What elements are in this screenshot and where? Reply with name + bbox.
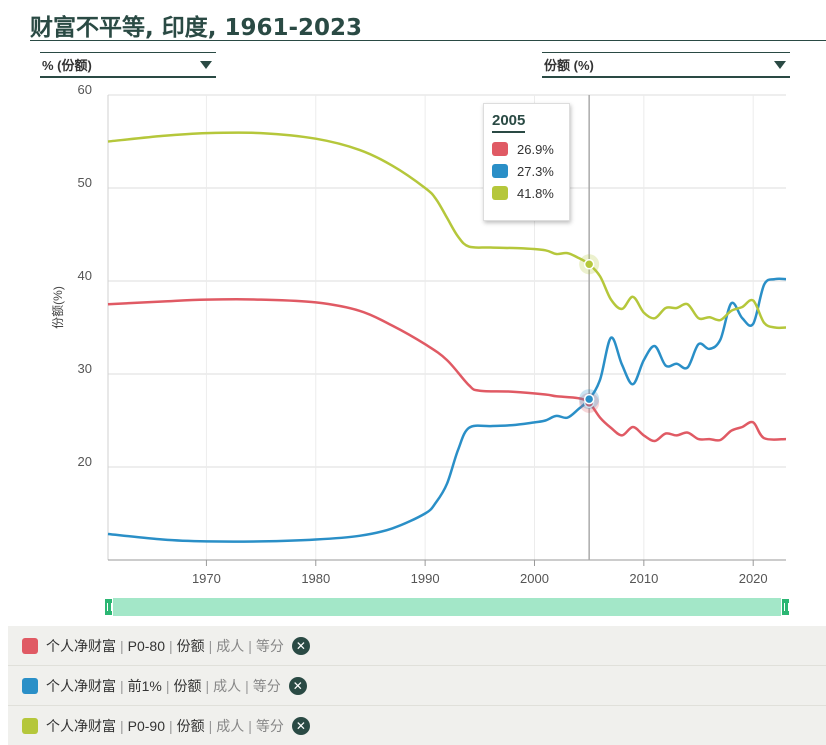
legend-sep: |: [169, 718, 173, 734]
legend-sep: |: [245, 677, 249, 694]
legend-item[interactable]: 个人净财富 | 前1% | 份额 | 成人 | 等分 ✕: [8, 666, 826, 706]
title-divider: [30, 40, 826, 41]
indicator-dropdown-label: 份额 (%): [544, 58, 594, 73]
legend-sep: |: [169, 637, 173, 654]
legend-population: 成人: [216, 718, 245, 734]
unit-dropdown-label: % (份额): [42, 58, 92, 73]
legend-split: 等分: [252, 677, 281, 694]
x-tick-label: 1970: [192, 571, 221, 586]
series-swatch: [492, 142, 508, 156]
series-line-top1: [107, 277, 787, 543]
legend-sep: |: [208, 718, 213, 734]
tooltip-year: 2005: [492, 112, 526, 133]
legend-split: 等分: [255, 718, 284, 734]
legend-item[interactable]: 个人净财富 | P0-80 | 份额 | 成人 | 等分 ✕: [8, 626, 826, 666]
hover-marker: [583, 393, 595, 405]
line-chart[interactable]: 20 30 40 50 60 1970 1980 1990 2000 2010 2020 份额(%): [0, 84, 826, 594]
y-tick-label: 60: [78, 84, 92, 97]
legend-sep: |: [248, 637, 252, 654]
x-tick-label: 2010: [629, 571, 658, 586]
unit-dropdown[interactable]: % (份额): [40, 52, 216, 78]
tooltip-value: 26.9%: [517, 141, 554, 157]
legend-measure: 份额: [176, 637, 205, 654]
x-tick-label: 1980: [301, 571, 330, 586]
legend-measure: 份额: [173, 677, 202, 694]
legend-sep: |: [120, 637, 124, 654]
y-tick-label: 30: [78, 361, 92, 376]
legend-percentile: P0-90: [127, 718, 165, 734]
series-swatch: [22, 677, 38, 694]
series-swatch: [22, 718, 38, 734]
legend-panel: 个人净财富 | P0-80 | 份额 | 成人 | 等分 ✕ 个人净财富 | 前…: [8, 626, 826, 745]
x-tick-label: 2000: [520, 571, 549, 586]
series-swatch: [492, 186, 508, 200]
legend-measure: 份额: [176, 718, 205, 734]
legend-variable: 个人净财富: [46, 637, 116, 654]
y-tick-label: 40: [78, 268, 92, 283]
indicator-dropdown[interactable]: 份额 (%): [542, 52, 790, 78]
tooltip-value: 27.3%: [517, 163, 554, 179]
legend-population: 成人: [216, 637, 245, 654]
range-start-handle[interactable]: [104, 598, 113, 616]
legend-item[interactable]: 个人净财富 | P0-90 | 份额 | 成人 | 等分 ✕: [8, 706, 826, 745]
y-tick-label: 50: [78, 175, 92, 190]
legend-split: 等分: [255, 637, 284, 654]
y-tick-label: 20: [78, 454, 92, 469]
legend-sep: |: [248, 718, 252, 734]
legend-percentile: 前1%: [127, 677, 162, 694]
legend-sep: |: [205, 677, 210, 694]
tooltip-row: 41.8%: [492, 182, 561, 204]
legend-percentile: P0-80: [127, 637, 165, 654]
series-swatch: [22, 637, 38, 654]
legend-sep: |: [120, 718, 124, 734]
chart-tooltip: 2005 26.9% 27.3% 41.8%: [483, 103, 570, 221]
remove-series-icon[interactable]: ✕: [291, 717, 310, 735]
caret-down-icon: [774, 60, 786, 69]
series-line-p0-80: [107, 298, 787, 443]
x-tick-label: 2020: [739, 571, 768, 586]
legend-sep: |: [165, 677, 170, 694]
x-tick-label: 1990: [411, 571, 440, 586]
remove-series-icon[interactable]: ✕: [288, 676, 307, 695]
legend-sep: |: [120, 677, 124, 694]
series-swatch: [492, 164, 508, 178]
time-range-slider[interactable]: [104, 598, 790, 616]
caret-down-icon: [200, 60, 212, 69]
legend-variable: 个人净财富: [46, 718, 116, 734]
tooltip-row: 26.9%: [492, 138, 561, 160]
legend-population: 成人: [213, 677, 242, 694]
legend-sep: |: [208, 637, 213, 654]
y-axis-label: 份额(%): [51, 286, 65, 329]
page-title: 财富不平等, 印度, 1961-2023: [30, 15, 363, 41]
remove-series-icon[interactable]: ✕: [291, 636, 310, 655]
legend-variable: 个人净财富: [46, 677, 116, 694]
hover-marker: [583, 259, 595, 270]
tooltip-row: 27.3%: [492, 160, 561, 182]
range-end-handle[interactable]: [781, 598, 790, 616]
tooltip-value: 41.8%: [517, 185, 554, 201]
